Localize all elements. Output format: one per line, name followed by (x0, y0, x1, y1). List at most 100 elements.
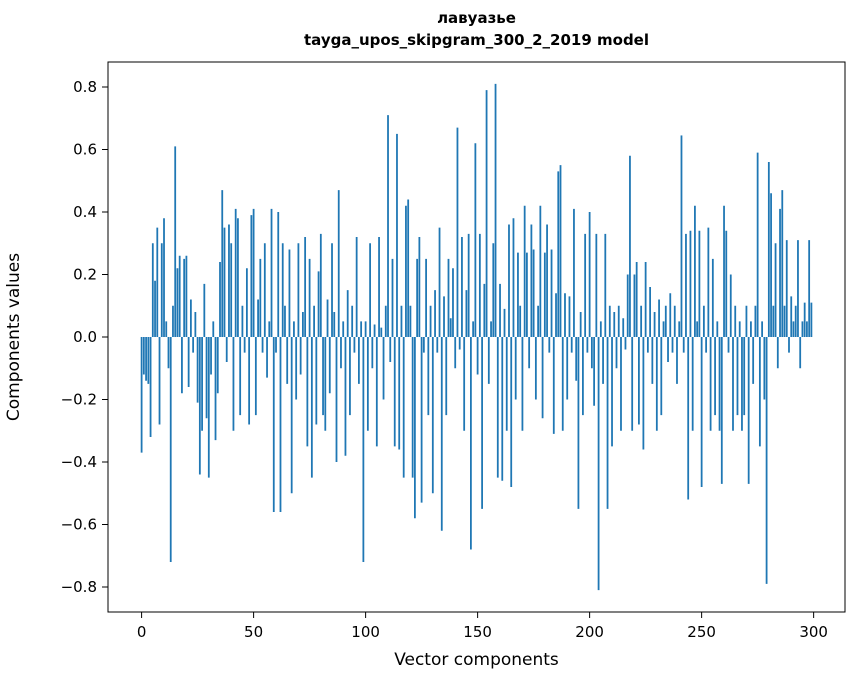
bar (284, 305, 286, 337)
bar (573, 208, 575, 337)
bar (436, 337, 439, 353)
bar (165, 321, 168, 338)
bar (584, 233, 587, 338)
bar (570, 337, 573, 353)
bar (743, 337, 746, 416)
bar (736, 337, 739, 416)
bar (779, 208, 781, 337)
bar (456, 127, 459, 338)
y-tick-label: −0.8 (61, 578, 97, 596)
bar (310, 337, 313, 478)
bar (474, 143, 477, 337)
bar (185, 255, 188, 337)
bar (577, 337, 580, 509)
bar (767, 162, 770, 337)
chart-subtitle: tayga_upos_skipgram_300_2_2019 model (304, 30, 649, 49)
bar (635, 262, 638, 337)
bar (261, 337, 264, 353)
bar (308, 258, 311, 338)
bar (783, 305, 786, 337)
bar (528, 337, 531, 369)
bar (669, 293, 672, 337)
bar (281, 243, 284, 337)
bar (620, 337, 622, 431)
bar (275, 337, 277, 353)
bar (682, 337, 685, 353)
bar (604, 233, 607, 338)
bar (752, 337, 755, 384)
bar (228, 224, 230, 337)
bar (358, 337, 360, 384)
bar (364, 321, 367, 338)
bar (673, 305, 676, 337)
bar (579, 312, 582, 337)
bar (530, 224, 533, 337)
bar (617, 305, 620, 337)
bar (463, 337, 466, 431)
bar (644, 262, 647, 337)
bar (299, 337, 302, 375)
x-axis-label: Vector components (394, 650, 559, 670)
bar (147, 337, 150, 384)
bar (725, 230, 728, 337)
bar (797, 240, 799, 337)
bar (709, 337, 712, 431)
bar (257, 299, 259, 337)
bar (414, 337, 416, 519)
bar (333, 312, 336, 337)
bar (212, 321, 215, 338)
bar (774, 243, 777, 337)
bar (552, 337, 555, 434)
bar (346, 290, 349, 338)
bar (546, 224, 548, 337)
bar (700, 337, 703, 487)
bar (245, 268, 248, 337)
bar (575, 337, 578, 381)
bar (317, 271, 320, 338)
bar (608, 305, 611, 337)
bar (322, 337, 324, 416)
bar (478, 233, 481, 338)
bar (286, 337, 289, 384)
bar (214, 337, 217, 441)
bar (532, 249, 535, 337)
bar (702, 305, 705, 337)
bar (501, 337, 504, 481)
bar (615, 337, 618, 369)
bar (510, 337, 513, 487)
bar (156, 227, 159, 338)
x-tick-label: 250 (687, 623, 716, 641)
bar (651, 337, 654, 384)
bar (508, 224, 510, 337)
bar (642, 337, 645, 450)
bar (335, 337, 338, 462)
bar (526, 252, 528, 337)
bar (384, 305, 387, 337)
bar (718, 337, 721, 431)
bar (458, 337, 461, 350)
bar (254, 337, 257, 416)
bar (640, 305, 643, 337)
y-axis-label: Components values (4, 252, 24, 422)
bar (241, 305, 244, 337)
bar (611, 337, 613, 447)
bar (629, 155, 631, 337)
bar (689, 230, 692, 337)
bar (465, 290, 468, 338)
bar (434, 290, 436, 338)
bar (590, 337, 593, 369)
bar (539, 205, 542, 337)
bar (655, 337, 658, 431)
bar (662, 321, 665, 338)
bar (550, 249, 553, 337)
bar (622, 318, 625, 337)
bar (754, 305, 757, 337)
bar (649, 287, 651, 337)
bar (409, 305, 412, 337)
bar (660, 337, 663, 416)
bar (425, 258, 427, 338)
bar (297, 243, 300, 337)
bar (720, 337, 723, 484)
bar (293, 321, 295, 338)
